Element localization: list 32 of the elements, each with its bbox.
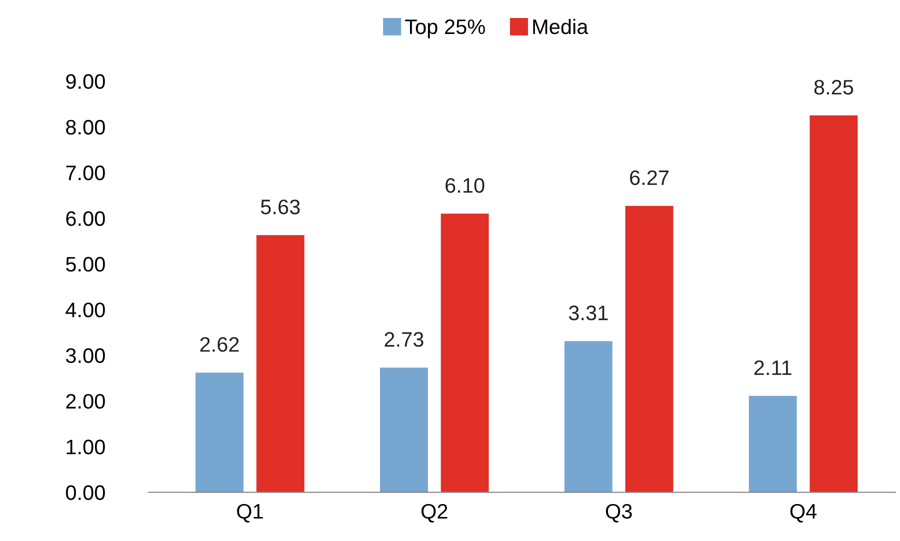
bar (625, 206, 674, 492)
data-label: 3.31 (568, 306, 608, 320)
x-tick-label: Q2 (421, 504, 448, 522)
x-tick-label: Q1 (237, 504, 263, 522)
y-tick-label: 9.00 (66, 74, 105, 89)
bar (564, 341, 612, 492)
y-tick-label: 8.00 (66, 120, 105, 135)
legend-label: Media (533, 18, 588, 34)
data-label: 6.27 (630, 170, 668, 186)
data-label: 8.25 (814, 80, 854, 95)
bar (196, 372, 244, 492)
y-tick-label: 1.00 (66, 440, 105, 454)
y-tick-label: 2.00 (66, 394, 105, 409)
bar (440, 214, 489, 492)
data-label: 5.63 (260, 200, 300, 214)
y-tick-label: 4.00 (66, 302, 105, 318)
data-label: 2.73 (384, 332, 424, 347)
y-tick-label: 7.00 (66, 166, 105, 180)
y-tick-label: 3.00 (66, 348, 105, 364)
data-label: 6.10 (446, 178, 484, 193)
y-tick-label: 6.00 (66, 211, 105, 226)
bar (810, 115, 858, 492)
x-tick-label: Q4 (790, 504, 817, 522)
bar (748, 396, 797, 492)
x-tick-label: Q3 (606, 504, 632, 522)
data-label: 2.62 (200, 337, 239, 352)
bar (380, 368, 428, 492)
y-tick-label: 5.00 (66, 256, 105, 272)
data-label: 2.11 (754, 360, 792, 375)
y-tick-label: 0.00 (66, 485, 105, 500)
bar (256, 235, 304, 492)
legend-label: Top 25% (405, 19, 485, 38)
